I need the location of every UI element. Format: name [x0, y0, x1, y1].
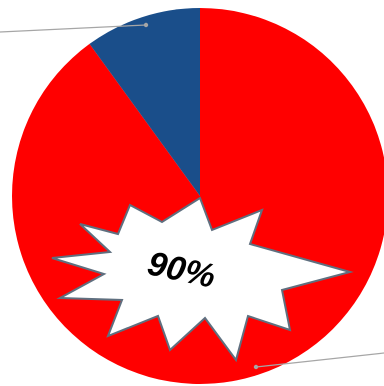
explosion-callout-shape — [51, 196, 354, 363]
pie-slices — [12, 8, 384, 384]
leader-line-small-slice — [0, 24, 147, 33]
leader-lines — [0, 22, 384, 370]
leader-dot — [253, 364, 259, 370]
leader-dot — [143, 22, 149, 28]
leader-line-large-slice — [255, 352, 384, 368]
pie-slice-1 — [89, 8, 200, 196]
